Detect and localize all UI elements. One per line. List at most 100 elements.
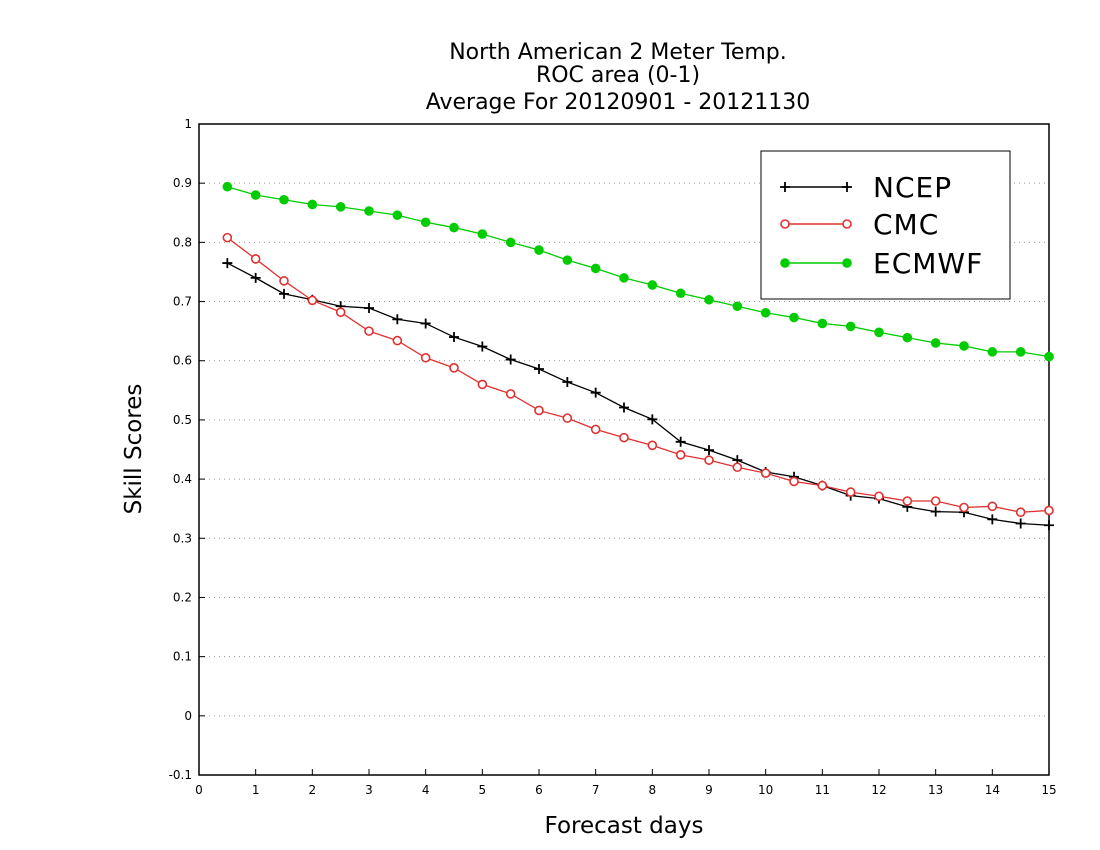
point-ncep-10 — [505, 354, 516, 365]
point-cmc-0 — [222, 232, 233, 243]
y-tick-label-9: 0.8 — [173, 235, 192, 249]
x-tick-label-11: 11 — [815, 783, 830, 797]
x-tick-label-13: 13 — [928, 783, 943, 797]
point-cmc-24 — [902, 496, 913, 506]
point-ecmwf-13 — [590, 263, 601, 274]
chart-title-line-3: Average For 20120901 - 20121130 — [426, 90, 811, 115]
series-group — [222, 181, 1054, 531]
point-ecmwf-8 — [449, 222, 459, 233]
plot-frame — [198, 123, 1050, 776]
y-tick-label-11: 1 — [184, 117, 192, 131]
x-tick-label-5: 5 — [479, 783, 487, 797]
point-cmc-23 — [874, 491, 884, 502]
point-ecmwf-9 — [477, 229, 488, 239]
point-cmc-14 — [619, 432, 629, 443]
point-ncep-1 — [250, 272, 261, 283]
point-ncep-29 — [1044, 520, 1054, 531]
point-ncep-28 — [1015, 518, 1026, 529]
legend-marker-end-cmc — [842, 219, 852, 229]
point-cmc-13 — [590, 424, 601, 435]
point-ecmwf-27 — [987, 347, 998, 357]
point-ecmwf-6 — [392, 210, 403, 220]
legend-marker-end-ncep — [842, 182, 852, 192]
point-ncep-27 — [987, 514, 998, 525]
chart-title-line-1: North American 2 Meter Temp. — [449, 40, 787, 65]
x-tick-label-0: 0 — [195, 783, 203, 797]
point-ecmwf-5 — [364, 206, 374, 216]
point-ecmwf-21 — [817, 318, 828, 329]
point-ecmwf-4 — [335, 202, 346, 212]
point-ncep-2 — [279, 288, 289, 299]
point-ncep-6 — [392, 314, 403, 325]
point-ecmwf-17 — [704, 294, 714, 305]
legend-marker-start-ecmwf — [780, 258, 790, 268]
grid-lines — [199, 182, 1049, 717]
legend-label-ecmwf: ECMWF — [873, 247, 983, 280]
point-ecmwf-0 — [222, 181, 233, 192]
point-ncep-13 — [590, 387, 601, 398]
point-ncep-11 — [534, 364, 544, 375]
point-ecmwf-15 — [647, 280, 658, 290]
point-cmc-3 — [307, 295, 318, 306]
point-ecmwf-18 — [732, 301, 743, 312]
x-tick-label-7: 7 — [592, 783, 600, 797]
point-cmc-25 — [930, 496, 941, 506]
point-ecmwf-25 — [930, 338, 941, 348]
point-cmc-20 — [789, 476, 799, 487]
point-cmc-8 — [449, 363, 459, 373]
y-tick-label-2: 0.1 — [173, 650, 192, 664]
point-cmc-19 — [760, 468, 771, 478]
legend: NCEP CMC ECMWF — [760, 150, 1011, 300]
point-ecmwf-16 — [675, 288, 686, 299]
x-tick-label-14: 14 — [985, 783, 1000, 797]
point-cmc-17 — [704, 455, 714, 465]
y-axis-title: Skill Scores — [121, 384, 147, 515]
point-ecmwf-10 — [505, 237, 516, 248]
x-tick-label-12: 12 — [871, 783, 886, 797]
point-ncep-14 — [619, 402, 629, 413]
point-cmc-29 — [1044, 505, 1054, 516]
point-cmc-4 — [335, 307, 346, 317]
point-ecmwf-20 — [789, 312, 799, 323]
point-ecmwf-12 — [562, 255, 573, 265]
point-ecmwf-7 — [420, 217, 431, 228]
point-cmc-10 — [505, 389, 516, 399]
y-tick-label-1: 0 — [184, 709, 192, 723]
x-tick-label-1: 1 — [252, 783, 260, 797]
point-cmc-6 — [392, 335, 403, 346]
point-ecmwf-26 — [959, 341, 969, 351]
legend-label-ncep: NCEP — [873, 171, 952, 204]
point-ncep-8 — [449, 332, 459, 343]
x-tick-label-8: 8 — [649, 783, 657, 797]
series-line-ncep — [227, 262, 1050, 526]
y-tick-label-3: 0.2 — [173, 590, 192, 604]
point-ncep-15 — [647, 414, 658, 425]
y-tick-label-4: 0.3 — [173, 531, 192, 545]
point-ecmwf-29 — [1044, 351, 1054, 362]
point-cmc-9 — [477, 379, 488, 390]
point-ecmwf-19 — [760, 307, 771, 318]
point-cmc-18 — [732, 462, 743, 473]
point-cmc-2 — [279, 276, 289, 286]
x-tick-label-10: 10 — [758, 783, 773, 797]
point-cmc-22 — [845, 487, 856, 497]
y-tick-label-0: -0.1 — [169, 768, 192, 782]
point-ecmwf-14 — [619, 273, 629, 283]
point-cmc-28 — [1015, 507, 1026, 518]
x-tick-label-4: 4 — [422, 783, 430, 797]
legend-marker-end-ecmwf — [842, 258, 852, 268]
legend-label-cmc: CMC — [873, 208, 939, 241]
x-tick-label-2: 2 — [309, 783, 317, 797]
point-ncep-5 — [364, 303, 374, 314]
y-tick-label-6: 0.5 — [173, 413, 192, 427]
axes: -0.100.10.20.30.40.50.60.70.80.910 1 2 3 4 5 6… — [169, 117, 1057, 797]
x-tick-label-9: 9 — [705, 783, 713, 797]
point-ecmwf-1 — [250, 190, 261, 200]
y-tick-label-8: 0.7 — [173, 295, 192, 309]
point-ecmwf-28 — [1015, 347, 1026, 357]
point-cmc-7 — [420, 352, 431, 363]
point-ncep-16 — [675, 436, 686, 447]
point-ncep-25 — [930, 506, 941, 517]
point-ncep-7 — [420, 318, 431, 329]
